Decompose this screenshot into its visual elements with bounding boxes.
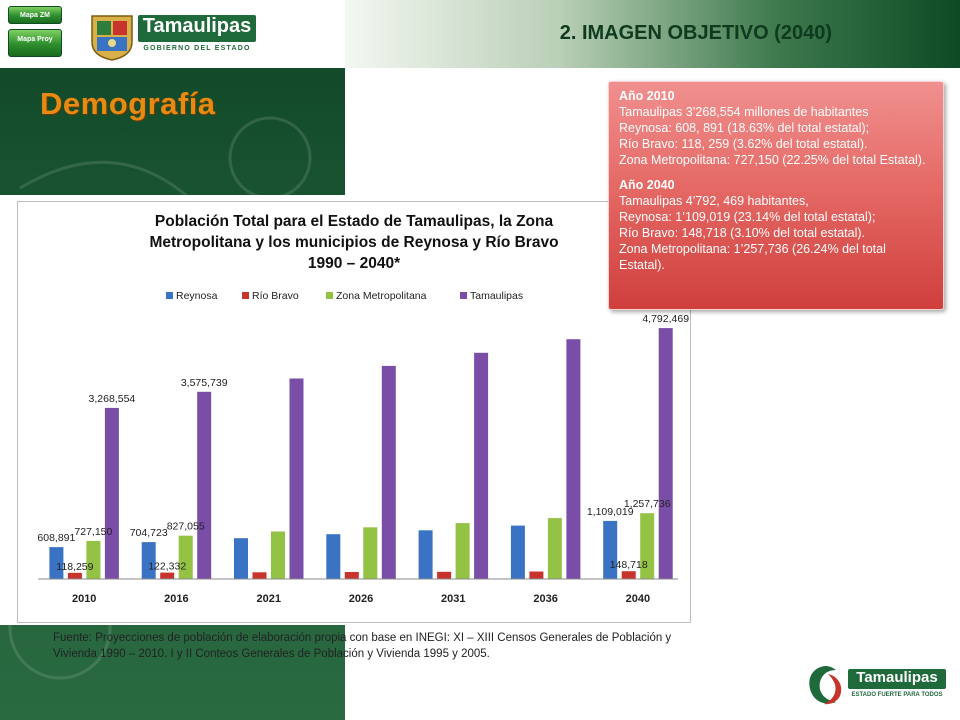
bar-zona-metropolitana-2021 (271, 531, 285, 579)
x-axis-tick-labels: 2010 2016 2021 2026 2031 2036 2040 (72, 593, 650, 605)
legend-swatch (460, 292, 467, 299)
bar-zona-metropolitana-2010 (86, 540, 101, 579)
bar-reynosa-2040 (603, 520, 618, 579)
bar-zona-metropolitana-2040 (640, 513, 655, 579)
x-tick-label: 2031 (441, 593, 465, 605)
bar-ro-bravo-2031 (437, 571, 452, 579)
x-tick-label: 2021 (257, 593, 281, 605)
x-tick-label: 2026 (349, 593, 373, 605)
chart-canvas: Población Total para el Estado de Tamaul… (37, 213, 689, 605)
population-chart: Población Total para el Estado de Tamaul… (17, 201, 691, 623)
bar-ro-bravo-2026 (344, 572, 359, 579)
legend-label: Zona Metropolitana (336, 290, 427, 302)
chart-title: Población Total para el Estado de Tamaul… (149, 213, 558, 272)
data-label: 148,718 (610, 559, 648, 571)
mapa-proy-button[interactable]: Mapa Proy (8, 29, 62, 57)
bar-tamaulipas-2036 (566, 339, 581, 579)
info-line: Río Bravo: 118, 259 (3.62% del total est… (619, 137, 868, 151)
x-tick-label: 2010 (72, 593, 96, 605)
bar-reynosa-2021 (234, 538, 248, 579)
legend-swatch (326, 292, 333, 299)
data-label: 3,575,739 (181, 377, 228, 389)
bar-reynosa-2036 (510, 525, 525, 579)
bar-zona-metropolitana-2036 (547, 518, 562, 579)
data-label: 118,259 (56, 561, 93, 573)
chart-title-line: Población Total para el Estado de Tamaul… (155, 213, 554, 230)
info-line: Zona Metropolitana: 727,150 (22.25% del … (619, 153, 926, 167)
bar-tamaulipas-2010 (104, 407, 119, 579)
bar-reynosa-2016 (141, 542, 156, 579)
x-tick-label: 2036 (533, 593, 557, 605)
info-line: Zona Metropolitana: 1’257,736 (26.24% de… (619, 242, 886, 272)
coat-of-arms-icon (91, 15, 133, 61)
bar-tamaulipas-2026 (381, 365, 396, 579)
legend-swatch (166, 292, 173, 299)
chart-bars (49, 328, 673, 579)
bar-zona-metropolitana-2026 (363, 527, 378, 579)
x-tick-label: 2016 (164, 593, 188, 605)
info-callout: Año 2010 Tamaulipas 3’268,554 millones d… (608, 81, 944, 310)
bar-ro-bravo-2036 (529, 571, 544, 579)
legend-label: Río Bravo (252, 290, 299, 302)
bar-reynosa-2031 (418, 530, 433, 579)
footer-logo-wordmark: Tamaulipas (856, 669, 938, 686)
legend-label: Tamaulipas (470, 290, 523, 302)
info-year: Año 2040 (619, 178, 675, 192)
data-label: 827,055 (167, 521, 205, 533)
bar-zona-metropolitana-2016 (178, 535, 193, 579)
info-line: Tamaulipas 3’268,554 millones de habitan… (619, 105, 869, 119)
legend-swatch (242, 292, 249, 299)
data-label: 1,257,736 (624, 498, 671, 510)
bar-ro-bravo-2021 (252, 572, 267, 579)
logo-subtitle: GOBIERNO DEL ESTADO (143, 45, 251, 52)
info-year: Año 2010 (619, 89, 675, 103)
bar-ro-bravo-2016 (160, 572, 175, 579)
chart-data-labels: 608,891 118,259 727,150 3,268,554 704,723 122… (37, 313, 689, 573)
bar-tamaulipas-2016 (197, 391, 212, 579)
info-block-2040: Año 2040 Tamaulipas 4’792, 469 habitante… (619, 177, 933, 273)
chart-title-line: Metropolitana y los municipios de Reynos… (149, 234, 558, 251)
chart-title-line: 1990 – 2040* (308, 255, 401, 272)
tamaulipas-swirl-icon (809, 666, 842, 705)
bar-zona-metropolitana-2031 (455, 523, 470, 579)
x-tick-label: 2040 (626, 593, 650, 605)
bar-reynosa-2010 (49, 547, 64, 579)
data-label: 1,109,019 (587, 506, 634, 518)
section-title: Demografía (40, 86, 216, 121)
chart-legend: Reynosa Río Bravo Zona Metropolitana Tamaul… (166, 290, 523, 302)
info-line: Reynosa: 1’109,019 (23.14% del total est… (619, 210, 876, 224)
info-line: Reynosa: 608, 891 (18.63% del total esta… (619, 121, 870, 135)
info-block-2010: Año 2010 Tamaulipas 3’268,554 millones d… (619, 88, 933, 168)
data-label: 122,332 (148, 561, 186, 573)
footer-logo-box (848, 669, 946, 689)
legend-label: Reynosa (176, 290, 218, 302)
page-title: 2. IMAGEN OBJETIVO (2040) (559, 22, 832, 44)
source-note: Fuente: Proyecciones de población de ela… (53, 632, 672, 660)
bar-reynosa-2026 (326, 534, 341, 579)
data-label: 608,891 (37, 532, 75, 544)
bar-ro-bravo-2010 (67, 572, 82, 579)
tamaulipas-logo-wordmark: Tamaulipas (142, 15, 252, 37)
footer-logo-subtitle: ESTADO FUERTE PARA TODOS (851, 692, 943, 698)
bar-tamaulipas-2021 (289, 378, 304, 579)
data-label: 4,792,469 (642, 313, 689, 325)
bar-tamaulipas-2031 (474, 352, 489, 579)
header-gradient-band (345, 0, 960, 68)
bar-ro-bravo-2040 (621, 571, 636, 579)
data-label: 3,268,554 (89, 393, 136, 405)
mapa-zm-button[interactable]: Mapa ZM (8, 6, 62, 24)
info-line: Tamaulipas 4’792, 469 habitantes, (619, 194, 809, 208)
data-label: 704,723 (130, 527, 168, 539)
data-label: 727,150 (74, 526, 112, 538)
info-line: Río Bravo: 148,718 (3.10% del total esta… (619, 226, 865, 240)
logo-box (138, 15, 256, 42)
bar-tamaulipas-2040 (658, 328, 673, 579)
